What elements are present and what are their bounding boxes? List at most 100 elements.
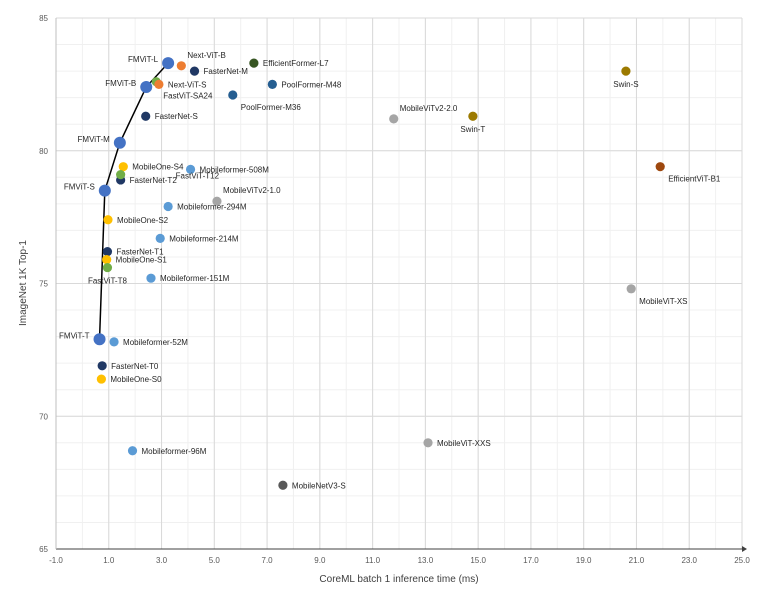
point-next-vit-b	[176, 61, 186, 71]
label-fasternet-s: FasterNet-S	[155, 112, 198, 121]
point-mobileformer-294m	[163, 201, 173, 212]
point-fmvit-m	[113, 136, 126, 149]
y-tick-label: 75	[39, 280, 48, 289]
label-mobileone-s2: MobileOne-S2	[117, 216, 169, 225]
x-tick-label: 11.0	[365, 556, 381, 565]
point-fmvit-t	[93, 333, 106, 346]
label-poolformer-m36: PoolFormer-M36	[241, 103, 302, 112]
x-tick-label: 7.0	[262, 556, 274, 565]
point-labels: FMViT-T FMViT-S FMViT-M FMViT-B FMViT-L Faste…	[59, 51, 721, 490]
y-tick-label: 70	[39, 412, 48, 421]
label-swin-t: Swin-T	[460, 125, 485, 134]
label-fmvit-l: FMViT-L	[128, 55, 159, 64]
point-swin-s	[621, 66, 631, 76]
y-tick-label: 80	[39, 147, 48, 156]
label-fasternet-t2: FasterNet-T2	[130, 176, 178, 185]
label-efficientformer-l7: EfficientFormer-L7	[263, 59, 329, 68]
fmvit-frontier-line	[98, 62, 169, 340]
point-fastvit-t8	[102, 262, 113, 273]
point-mobileformer-52m	[109, 337, 119, 347]
x-tick-label: 13.0	[418, 556, 434, 565]
x-axis-arrow	[742, 546, 747, 552]
x-tick-label: -1.0	[49, 556, 63, 565]
x-tick-label: 21.0	[629, 556, 645, 565]
point-swin-t	[468, 111, 478, 121]
label-mobilevitv2-1-0: MobileViTv2-1.0	[223, 186, 281, 195]
label-next-vit-b: Next-ViT-B	[187, 51, 226, 60]
x-tick-label: 5.0	[209, 556, 221, 565]
label-fasternet-t0: FasterNet-T0	[111, 362, 159, 371]
label-swin-s: Swin-S	[613, 80, 638, 89]
label-fastvit-t12: FastViT-T12	[176, 172, 220, 181]
x-tick-label: 3.0	[156, 556, 168, 565]
label-mobilevit-xxs: MobileViT-XXS	[437, 439, 491, 448]
point-mobileformer-151m	[146, 273, 156, 283]
point-mobileformer-508m	[185, 164, 196, 174]
label-mobilevitv2-2-0: MobileViTv2-2.0	[400, 104, 458, 113]
point-poolformer-m48	[267, 79, 277, 89]
point-mobilevitv2-2-0	[389, 114, 399, 124]
x-tick-label: 25.0	[734, 556, 750, 565]
label-mobileone-s4: MobileOne-S4	[132, 163, 184, 172]
axes	[55, 18, 747, 552]
label-efficientvit-b1: EfficientViT-B1	[668, 175, 721, 184]
point-fastvit-t12	[116, 170, 126, 180]
point-mobileformer-96m	[127, 446, 138, 456]
y-tick-labels: 65 70 75 80 85	[39, 14, 48, 554]
point-mobilevit-xxs	[423, 438, 433, 448]
label-mobileformer-214m: Mobileformer-214M	[169, 234, 239, 243]
x-tick-label: 17.0	[523, 556, 539, 565]
point-fmvit-b	[140, 81, 153, 94]
label-mobileformer-96m: Mobileformer-96M	[142, 447, 207, 456]
point-mobileone-s2	[103, 215, 113, 225]
x-tick-label: 1.0	[103, 556, 115, 565]
label-mobilevit-xs: MobileViT-XS	[639, 297, 687, 306]
label-mobileformer-294m: Mobileformer-294M	[177, 203, 247, 212]
point-fasternet-t0	[97, 361, 107, 371]
label-mobilenetv3-s: MobileNetV3-S	[292, 481, 346, 490]
point-mobileone-s0	[96, 374, 106, 384]
y-tick-label: 85	[39, 14, 48, 23]
label-fmvit-s: FMViT-S	[64, 183, 95, 192]
data-points	[93, 57, 665, 490]
point-fmvit-s	[98, 184, 111, 197]
fmvit-line	[98, 62, 169, 340]
point-fasternet-m	[189, 66, 200, 76]
x-tick-label: 15.0	[470, 556, 486, 565]
label-fasternet-m: FasterNet-M	[204, 67, 249, 76]
x-tick-label: 9.0	[314, 556, 326, 565]
label-fasternet-t1: FasterNet-T1	[116, 248, 164, 257]
label-mobileformer-151m: Mobileformer-151M	[160, 274, 230, 283]
y-axis-title: ImageNet 1K Top-1	[18, 240, 29, 326]
label-fastvit-t8: FastViT-T8	[88, 277, 128, 286]
y-tick-label: 65	[39, 545, 48, 554]
point-fasternet-s	[141, 111, 151, 121]
point-mobileone-s1	[102, 255, 112, 265]
point-mobileone-s4	[118, 162, 128, 172]
x-axis-title: CoreML batch 1 inference time (ms)	[319, 574, 478, 585]
point-fmvit-l	[162, 57, 175, 70]
x-tick-label: 23.0	[681, 556, 697, 565]
point-fasternet-t1	[102, 247, 113, 257]
label-fmvit-m: FMViT-M	[78, 135, 111, 144]
label-fmvit-t: FMViT-T	[59, 331, 90, 340]
point-mobilevit-xs	[626, 284, 636, 294]
point-efficientvit-b1	[655, 162, 665, 172]
point-mobilevitv2-1-0	[212, 196, 222, 206]
x-tick-label: 19.0	[576, 556, 592, 565]
label-mobileone-s1: MobileOne-S1	[116, 256, 168, 265]
point-poolformer-m36	[228, 90, 238, 100]
label-poolformer-m48: PoolFormer-M48	[281, 80, 342, 89]
point-efficientformer-l7	[249, 58, 259, 68]
point-mobileformer-214m	[155, 233, 165, 243]
label-next-vit-s: Next-ViT-S	[168, 80, 207, 89]
label-fmvit-b: FMViT-B	[105, 79, 136, 88]
x-tick-labels: -1.0 1.0 3.0 5.0 7.0 9.0 11.0 13.0 15.0 17.0 19.0 2…	[49, 556, 750, 565]
label-mobileone-s0: MobileOne-S0	[110, 375, 162, 384]
label-mobileformer-52m: Mobileformer-52M	[123, 338, 188, 347]
label-mobileformer-508m: Mobileformer-508M	[200, 165, 270, 174]
point-next-vit-s	[154, 79, 164, 89]
point-mobilenetv3-s	[278, 480, 288, 490]
label-fastvit-sa24: FastViT-SA24	[163, 92, 213, 101]
